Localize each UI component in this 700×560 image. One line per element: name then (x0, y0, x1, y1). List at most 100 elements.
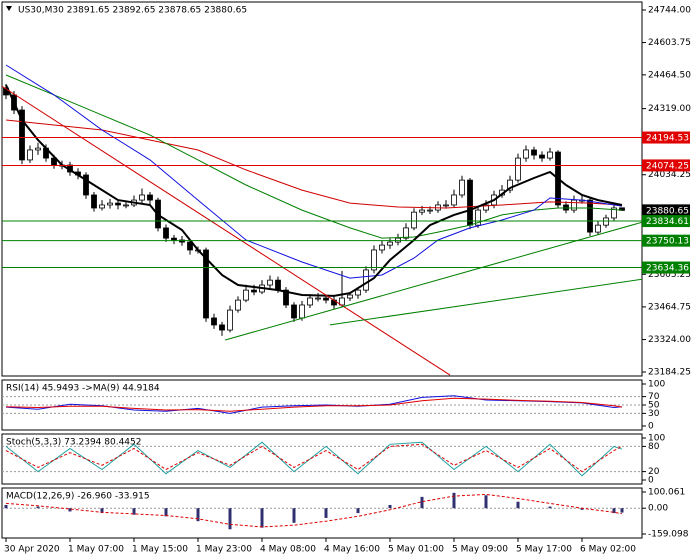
macd-bar (548, 506, 552, 509)
macd-bar (420, 496, 424, 509)
candle-body (251, 289, 257, 293)
y-tick-label: 100.061 (648, 488, 685, 498)
indicator-line (5, 74, 623, 239)
y-tick-label: 24603.75 (648, 38, 691, 48)
macd-bar (4, 504, 8, 509)
candle-body (467, 179, 473, 226)
x-tick-label: 1 May 23:00 (196, 545, 252, 555)
macd-bar (356, 508, 360, 514)
x-tick-label: 1 May 15:00 (132, 545, 188, 555)
x-tick-label: 5 May 09:00 (452, 545, 508, 555)
candle-body (187, 241, 193, 251)
plot-area (2, 64, 642, 376)
macd-bar (196, 508, 200, 522)
indicator-line (5, 397, 623, 412)
candle-body (387, 241, 393, 246)
x-tick-label: 1 May 07:00 (68, 545, 124, 555)
candle-body (451, 194, 457, 206)
candle-body (83, 174, 89, 196)
candle-body (203, 249, 209, 319)
arrow-icon (6, 6, 12, 11)
y-tick-label: 24319.00 (648, 104, 691, 114)
price-label: 23634.36 (646, 264, 689, 274)
macd-bar (292, 508, 296, 523)
candle-body (595, 224, 601, 233)
y-tick-label: 20 (648, 467, 660, 477)
y-tick-label: 100 (648, 434, 665, 444)
y-tick-label: 0.00 (648, 504, 668, 514)
candle-body (315, 297, 321, 300)
candle-body (395, 237, 401, 243)
candle-body (547, 151, 553, 159)
price-label-bg (642, 215, 690, 228)
candle-body (147, 194, 153, 201)
candle-body (19, 109, 25, 161)
candle-body (355, 289, 361, 296)
y-tick-label: 23464.75 (648, 302, 691, 312)
y-tick-label: 50 (648, 401, 660, 411)
y-tick-label: 0 (648, 422, 654, 432)
price-label-bg (642, 261, 690, 274)
candle-body (443, 204, 449, 207)
x-tick-label: 30 Apr 2020 (4, 545, 60, 555)
panel-title: Stoch(5,3,3) 73.2394 80.4452 (6, 438, 141, 448)
indicator-line (5, 493, 623, 528)
price-label: 23750.13 (646, 237, 689, 247)
candle-body (363, 269, 369, 291)
y-tick-label: 24034.25 (648, 170, 691, 180)
indicator-line (225, 221, 642, 341)
candle-body (267, 279, 273, 286)
candle-body (291, 304, 297, 319)
y-tick-label: 23605.25 (648, 270, 691, 280)
y-tick-label: 80 (648, 442, 660, 452)
macd-bar (484, 495, 488, 509)
macd-bar (388, 504, 392, 509)
y-tick-label: 30 (648, 409, 660, 419)
candle-body (27, 149, 33, 161)
price-label: 23880.65 (646, 206, 689, 216)
x-tick-label: 4 May 08:00 (260, 545, 316, 555)
macd-bar (612, 508, 616, 514)
indicator-line (5, 64, 623, 279)
x-tick-label: 4 May 16:00 (324, 545, 380, 555)
macd-bar (620, 508, 624, 513)
macd-bar (580, 508, 584, 510)
indicator-line (5, 84, 623, 297)
candle-body (475, 209, 481, 226)
candle-body (371, 249, 377, 271)
candle-body (107, 202, 113, 206)
price-label: 23834.61 (646, 217, 689, 227)
candle-body (459, 179, 465, 196)
candle-body (299, 304, 305, 319)
indicator-line (5, 119, 623, 209)
macd-bar (452, 492, 456, 509)
candle-body (227, 309, 233, 331)
x-tick-label: 5 May 01:00 (388, 545, 444, 555)
panel-frame (1, 1, 643, 377)
price-label: 24194.53 (646, 134, 689, 144)
macd-bar (36, 506, 40, 509)
y-tick-label: 23184.25 (648, 367, 691, 377)
macd-bar (164, 508, 168, 517)
candle-body (115, 202, 121, 206)
candle-body (219, 324, 225, 331)
y-tick-label: 100 (648, 380, 665, 390)
price-label-bg (642, 131, 690, 144)
candle-body (507, 179, 513, 191)
candle-body (323, 297, 329, 301)
candle-body (275, 279, 281, 291)
candle-body (171, 237, 177, 241)
candle-body (99, 204, 105, 209)
candle-body (91, 194, 97, 209)
panel-frame (1, 433, 643, 485)
candle-body (35, 147, 41, 151)
price-label-bg (642, 234, 690, 247)
macd-bar (100, 508, 104, 514)
indicator-line (2, 85, 451, 376)
candle-body (211, 317, 217, 326)
candle-body (411, 211, 417, 229)
candle-body (307, 297, 313, 306)
x-tick-label: 6 May 02:00 (580, 545, 636, 555)
